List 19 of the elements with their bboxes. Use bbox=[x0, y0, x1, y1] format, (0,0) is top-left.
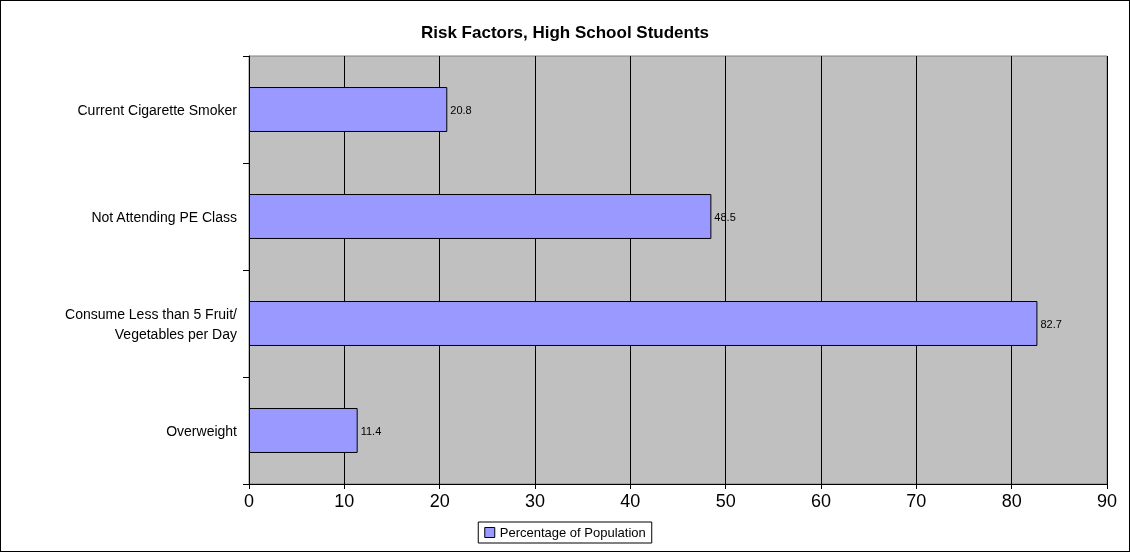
x-tick-label: 20 bbox=[429, 491, 450, 511]
chart-title: Risk Factors, High School Students bbox=[420, 23, 710, 42]
data-label: 11.4 bbox=[360, 424, 382, 437]
x-tick-label: 80 bbox=[1001, 491, 1022, 511]
legend-label: Percentage of Population bbox=[499, 525, 646, 540]
x-tick-label: 90 bbox=[1096, 491, 1118, 511]
x-tick-label: 40 bbox=[620, 491, 641, 511]
x-tick-label: 50 bbox=[715, 491, 736, 511]
data-label: 82.7 bbox=[1040, 317, 1062, 330]
x-tick-label: 10 bbox=[334, 491, 355, 511]
y-tick-label: Overweight bbox=[166, 422, 238, 439]
x-tick-label: 60 bbox=[810, 491, 832, 511]
y-tick-label: Consume Less than 5 Fruit/Vegetables per Day bbox=[65, 305, 238, 342]
y-tick-label: Not Attending PE Class bbox=[91, 208, 237, 225]
x-tick-label: 0 bbox=[243, 491, 255, 511]
y-tick-label: Current Cigarette Smoker bbox=[77, 101, 238, 118]
data-label: 20.8 bbox=[450, 103, 472, 116]
x-tick-label: 70 bbox=[906, 491, 927, 511]
x-tick-label: 30 bbox=[524, 491, 546, 511]
